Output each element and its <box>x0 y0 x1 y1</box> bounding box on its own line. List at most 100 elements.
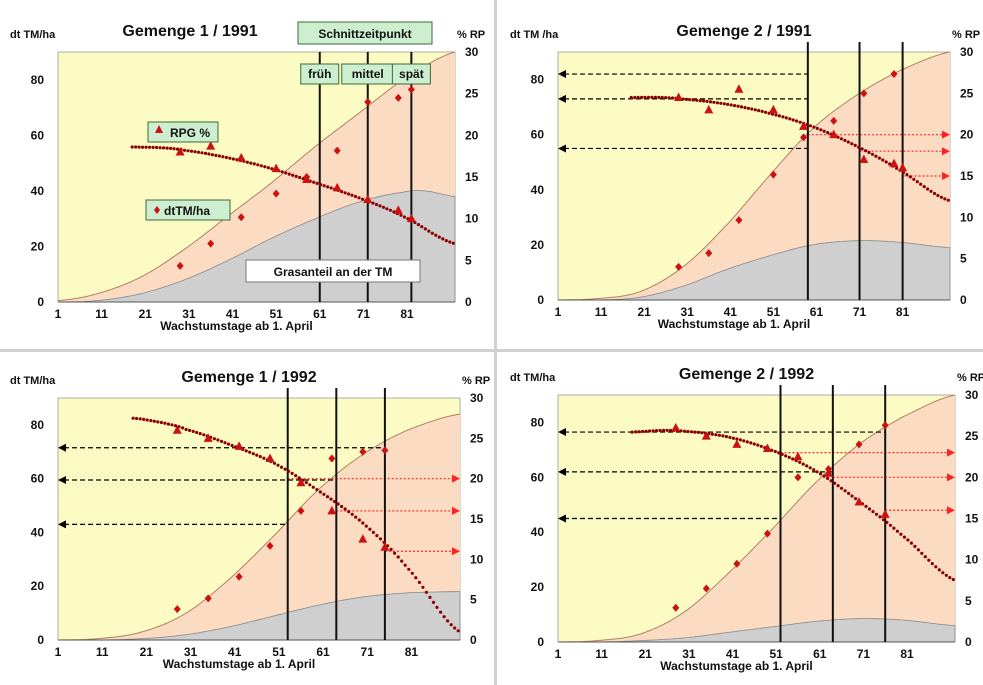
chart-svg: 1 11 21 31 41 51 61 71 81020406080051015202530dt… <box>510 366 983 673</box>
dttm-point <box>672 603 680 612</box>
rp-curve-dot <box>360 197 365 201</box>
arrow-left-icon <box>558 70 566 79</box>
rp-curve-dot <box>353 194 358 199</box>
rp-curve-dot <box>850 142 854 146</box>
rp-curve-dot <box>944 573 948 577</box>
dttm-area <box>558 52 950 300</box>
rp-curve-dot <box>319 183 323 187</box>
rp-curve-dot <box>819 128 823 132</box>
rp-curve-dot <box>315 488 319 492</box>
dttm-point <box>176 261 184 270</box>
y-tick-label-right: 5 <box>465 253 472 267</box>
dttm-curve <box>58 413 461 641</box>
dttm-point <box>800 133 808 142</box>
x-tick-label: 31 <box>184 645 198 659</box>
rp-curve-dot <box>181 426 185 430</box>
rp-curve-dot <box>750 107 754 111</box>
x-tick-label: 41 <box>726 647 740 661</box>
rp-curve-dot <box>350 512 354 516</box>
y-tick-label-left: 80 <box>531 73 545 87</box>
rp-curve-dot <box>214 153 218 157</box>
chart-svg: 1 11 21 31 41 51 61 71 81020406080051015202530dt… <box>510 23 980 331</box>
legend-label: dtTM/ha <box>164 204 210 218</box>
rp-point <box>271 163 281 173</box>
x-tick-label: 41 <box>724 305 738 319</box>
x-axis-label: Wachstumstage ab 1. April <box>660 659 812 673</box>
rp-curve-dot <box>760 109 764 113</box>
rp-curve-dot <box>951 577 955 582</box>
rp-curve-dot <box>318 490 322 494</box>
rp-curve-dot <box>850 494 854 498</box>
arrow-left-icon <box>558 514 566 523</box>
rp-curve-dot <box>347 510 351 514</box>
x-tick-label: 61 <box>313 307 327 321</box>
rp-curve-dot <box>908 175 912 179</box>
rp-curve-dot <box>901 170 906 174</box>
rp-curve-dot <box>722 102 726 106</box>
x-tick-label: 11 <box>96 645 109 659</box>
rp-point <box>854 497 864 506</box>
rp-curve-dot <box>700 431 704 435</box>
rp-point <box>732 439 742 448</box>
rp-curve-dot <box>667 96 671 100</box>
rp-curve-dot <box>743 106 747 110</box>
rp-curve-dot <box>417 580 421 584</box>
y-tick-label-right: 30 <box>960 45 974 59</box>
rp-curve-dot <box>294 174 298 178</box>
rp-curve-dot <box>653 95 657 99</box>
y-tick-label-right: 15 <box>465 170 479 184</box>
rp-curve-dot <box>846 140 850 144</box>
dttm-point <box>333 146 341 155</box>
rp-curve-dot <box>819 472 823 476</box>
dttm-point <box>735 216 743 225</box>
arrow-left-icon <box>558 94 566 103</box>
rp-curve-dot <box>643 95 647 99</box>
rp-point <box>327 505 337 515</box>
x-tick-label: 61 <box>813 647 827 661</box>
rp-curve-dot <box>291 173 295 177</box>
y-tick-label-right: 25 <box>960 86 974 100</box>
rp-curve-dot <box>175 147 180 151</box>
vertical-divider <box>494 0 497 685</box>
x-tick-label: 41 <box>226 307 240 321</box>
dttm-point <box>328 454 336 463</box>
rp-curve-dot <box>629 95 633 100</box>
rp-curve-dot <box>255 453 259 457</box>
x-tick-label: 61 <box>810 305 824 319</box>
x-tick-label: 51 <box>769 647 783 661</box>
dttm-point <box>830 116 838 125</box>
rp-curve-dot <box>166 422 170 426</box>
rp-curve-dot <box>244 449 248 453</box>
rp-curve-dot <box>822 129 826 133</box>
rp-curve-dot <box>919 182 923 186</box>
dttm-point <box>237 213 245 222</box>
rp-curve-dot <box>864 504 868 508</box>
rp-curve-dot <box>230 443 234 448</box>
y-tick-label-right: 15 <box>965 512 979 526</box>
rp-curve-dot <box>808 466 812 470</box>
rp-curve-dot <box>805 464 809 468</box>
rp-curve-dot <box>322 492 326 496</box>
rp-curve-dot <box>847 491 851 495</box>
x-tick-label: 41 <box>228 645 242 659</box>
rp-curve-dot <box>191 429 195 433</box>
rp-curve-dot <box>403 563 407 567</box>
rp-point <box>762 443 772 453</box>
rp-curve-dot <box>637 430 641 434</box>
chart-title: Gemenge 1 / 1991 <box>122 23 257 40</box>
rp-curve-dot <box>312 180 316 184</box>
y-tick-label-right: 5 <box>960 252 967 266</box>
rp-curve-dot <box>644 429 648 433</box>
rp-curve-dot <box>696 430 701 434</box>
dttm-area <box>58 414 460 640</box>
x-tick-label: 1 <box>55 307 62 321</box>
rp-curve-dot <box>441 237 445 241</box>
rp-curve-dot <box>287 469 291 473</box>
legend-label: RPG % <box>170 126 210 140</box>
rp-curve-dot <box>757 109 761 113</box>
x-tick-label: 71 <box>853 305 867 319</box>
x-tick-label: 1 <box>555 305 562 319</box>
rp-curve-dot <box>764 110 768 114</box>
rp-curve-dot <box>354 515 358 519</box>
y-tick-label-right: 5 <box>965 594 972 608</box>
